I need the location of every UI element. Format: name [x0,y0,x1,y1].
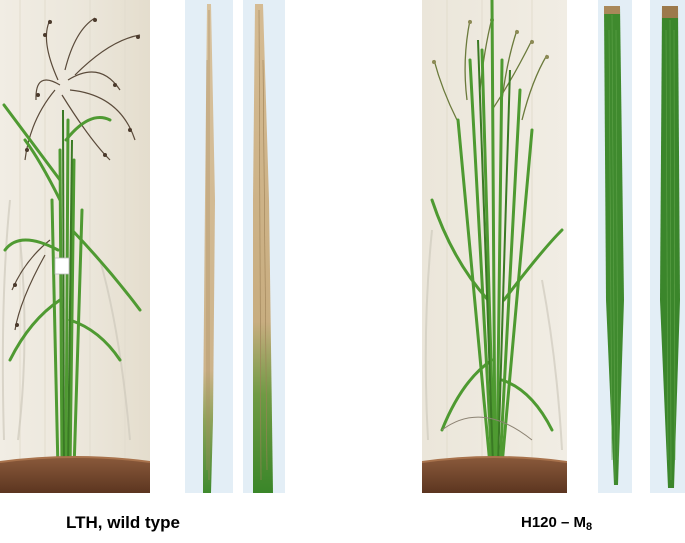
wild-type-caption: LTH, wild type [66,513,180,533]
mutant-caption-subscript: 8 [586,521,593,533]
dried-leaf-illustration [185,0,233,493]
mutant-leaf-photo-2 [650,0,685,493]
wild-type-plant-illustration [0,0,150,493]
wild-type-leaf-photo-2 [243,0,285,493]
wild-type-leaf-photo-1 [185,0,233,493]
green-leaf-illustration [598,0,632,493]
green-leaf-illustration [650,0,685,493]
dried-leaf-illustration [243,0,285,493]
mutant-caption: H120 – M8 [521,514,592,533]
wild-type-plant-photo [0,0,150,493]
wild-type-caption-text: LTH, wild type [66,513,180,532]
mutant-leaf-photo-1 [598,0,632,493]
mutant-caption-text: H120 – M [521,514,587,531]
mutant-plant-photo [422,0,567,493]
mutant-plant-illustration [422,0,567,493]
